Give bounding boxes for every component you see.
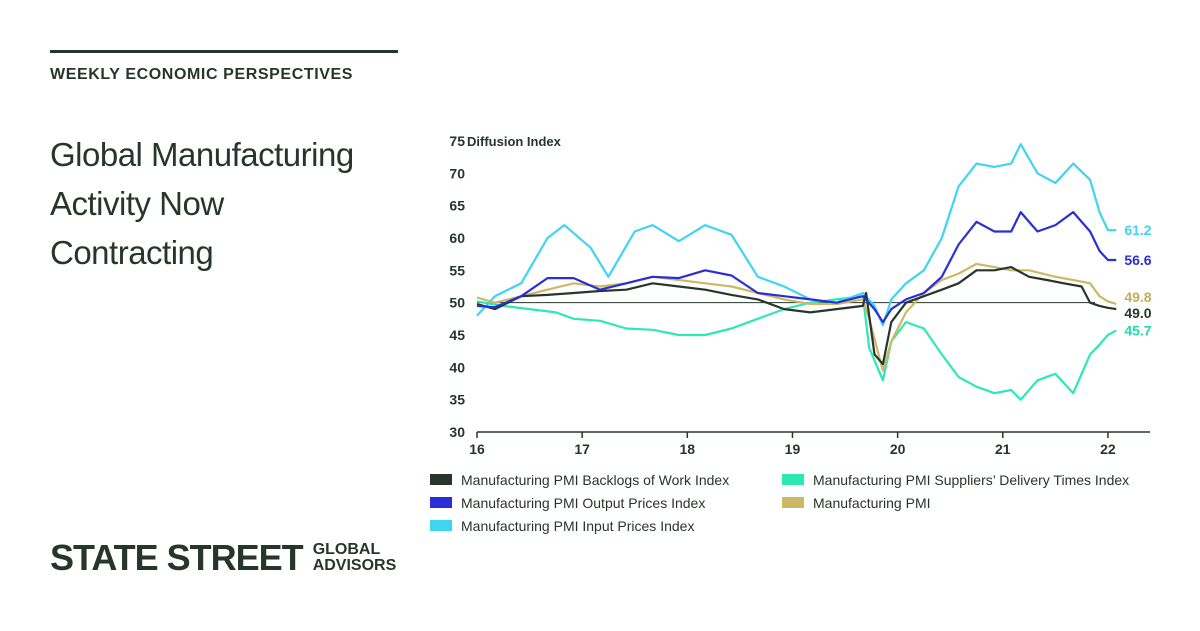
kicker-title: WEEKLY ECONOMIC PERSPECTIVES <box>50 66 354 83</box>
y-tick-label: 75 <box>449 133 465 149</box>
legend-item: Manufacturing PMI Suppliers’ Delivery Ti… <box>782 470 1182 489</box>
headline-line-2: Activity Now <box>50 185 224 222</box>
legend-swatch <box>782 497 804 508</box>
logo-sub-text: GLOBAL ADVISORS <box>313 542 397 574</box>
headline-line-1: Global Manufacturing <box>50 136 354 173</box>
y-tick-label: 50 <box>449 295 465 311</box>
series-end-label-4: 45.7 <box>1124 322 1151 338</box>
legend-item: Manufacturing PMI Input Prices Index <box>430 516 782 535</box>
legend-swatch <box>430 474 452 485</box>
legend-swatch <box>430 497 452 508</box>
series-line-2 <box>476 211 1117 324</box>
legend-item: Manufacturing PMI <box>782 493 1182 512</box>
legend-label: Manufacturing PMI <box>813 494 931 511</box>
y-tick-label: 70 <box>449 165 465 181</box>
x-tick-label: 20 <box>890 441 906 457</box>
series-end-label-2: 56.6 <box>1124 252 1151 268</box>
x-tick-label: 16 <box>469 441 485 457</box>
logo-main-text: STATE STREET <box>50 537 304 578</box>
legend-swatch <box>430 520 452 531</box>
series-end-label-5: 49.8 <box>1124 289 1151 305</box>
legend-swatch <box>782 474 804 485</box>
y-tick-label: 55 <box>449 262 465 278</box>
top-rule <box>50 50 398 53</box>
series-line-3 <box>476 143 1117 327</box>
y-tick-label: 35 <box>449 392 465 408</box>
x-tick-label: 18 <box>680 441 696 457</box>
y-axis-label: Diffusion Index <box>467 134 562 149</box>
legend-label: Manufacturing PMI Suppliers’ Delivery Ti… <box>813 471 1130 488</box>
series-end-label-3: 61.2 <box>1124 222 1151 238</box>
x-tick-label: 19 <box>785 441 801 457</box>
logo-sub-line-1: GLOBAL <box>312 541 381 558</box>
legend-label: Manufacturing PMI Input Prices Index <box>461 517 695 534</box>
logo-sub-line-2: ADVISORS <box>312 557 397 574</box>
legend-label: Manufacturing PMI Backlogs of Work Index <box>461 471 730 488</box>
legend-item: Manufacturing PMI Backlogs of Work Index <box>430 470 782 489</box>
series-line-1 <box>476 266 1117 366</box>
x-tick-label: 17 <box>574 441 590 457</box>
x-tick-label: 22 <box>1100 441 1116 457</box>
chart-legend: Manufacturing PMI Backlogs of Work Index… <box>430 470 1200 535</box>
line-chart: 30 35 40 45 50 55 60 65 70 75 Diffusion Index 16 17 1… <box>449 133 1151 457</box>
y-tick-label: 30 <box>449 424 465 440</box>
y-tick-label: 45 <box>449 327 465 343</box>
legend-label: Manufacturing PMI Output Prices Index <box>461 494 706 511</box>
y-tick-label: 60 <box>449 230 465 246</box>
legend-item: Manufacturing PMI Output Prices Index <box>430 493 782 512</box>
y-tick-label: 40 <box>449 359 465 375</box>
series-line-5 <box>476 262 1117 372</box>
state-street-logo: STATE STREET GLOBAL ADVISORS <box>50 540 396 576</box>
x-tick-label: 21 <box>995 441 1011 457</box>
y-tick-label: 65 <box>449 198 465 214</box>
headline: Global Manufacturing Activity Now Contra… <box>50 130 410 277</box>
series-end-label-1: 49.0 <box>1124 305 1151 321</box>
series-line-4 <box>476 295 1117 401</box>
headline-line-3: Contracting <box>50 234 214 271</box>
